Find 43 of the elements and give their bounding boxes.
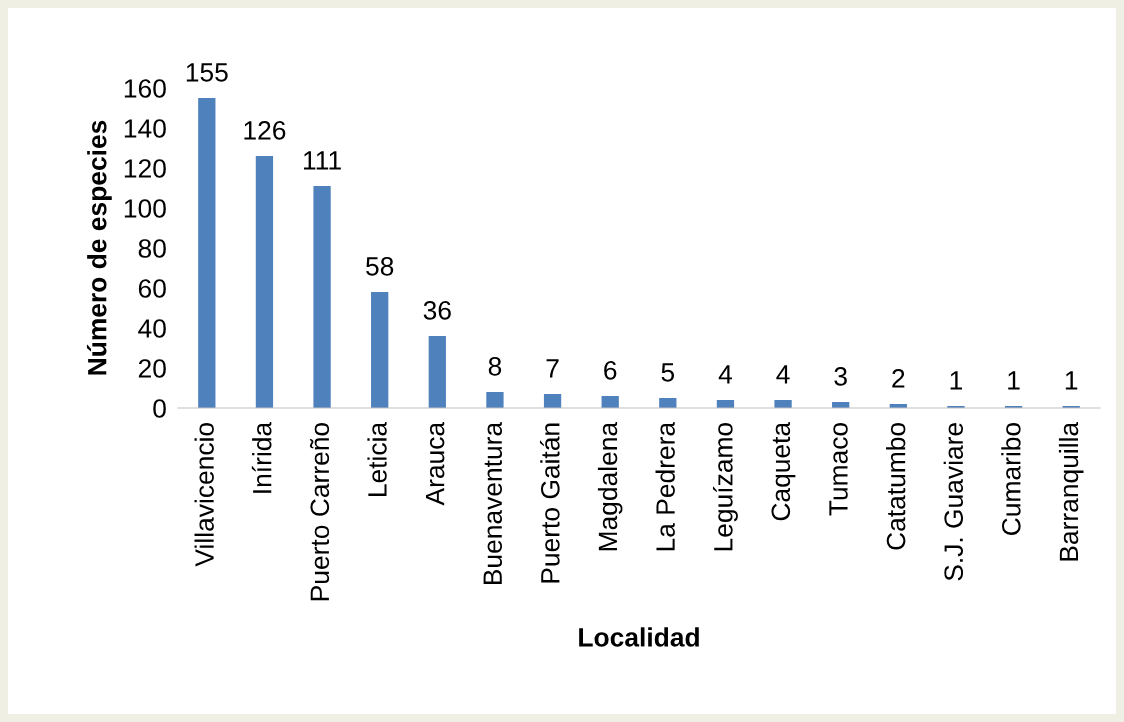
data-label: 111 bbox=[304, 151, 341, 170]
y-tick-label: 40 bbox=[138, 319, 166, 338]
x-tick-label: Catatumbo bbox=[886, 422, 906, 550]
data-label: 6 bbox=[604, 360, 617, 380]
x-tick-label: La Pedrera bbox=[655, 421, 675, 551]
y-tick-label: 80 bbox=[138, 239, 166, 258]
x-tick-label: Caqueta bbox=[771, 421, 796, 521]
data-label: 1 bbox=[1008, 371, 1020, 390]
data-label: 126 bbox=[244, 120, 286, 140]
data-label: 7 bbox=[546, 359, 559, 378]
data-label: 4 bbox=[718, 365, 732, 384]
x-tick-label: Cumaribo bbox=[1001, 422, 1021, 535]
x-tick-label: Magdalena bbox=[597, 421, 623, 551]
x-tick-label: Tumaco bbox=[829, 422, 848, 516]
data-label: 155 bbox=[186, 63, 228, 82]
y-tick-label: 120 bbox=[124, 159, 166, 178]
data-label: 8 bbox=[488, 356, 502, 376]
x-tick-label: Buenaventura bbox=[483, 421, 503, 585]
data-label: 4 bbox=[776, 365, 790, 384]
x-tick-label: Inírida bbox=[251, 421, 272, 493]
y-tick-label: 100 bbox=[124, 199, 166, 218]
x-tick-label: S.J. Guaviare bbox=[943, 423, 964, 581]
x-tick-label: Leticia bbox=[367, 421, 387, 496]
y-tick-label: 0 bbox=[153, 399, 166, 418]
x-tick-label: Villavicencio bbox=[194, 422, 214, 567]
x-axis-title: Localidad bbox=[579, 627, 699, 647]
data-label: 36 bbox=[423, 300, 451, 320]
x-tick-label: Arauca bbox=[425, 421, 445, 506]
data-label: 1 bbox=[950, 371, 962, 390]
x-tick-label: Barranquilla bbox=[1058, 421, 1084, 561]
y-tick-label: 140 bbox=[124, 119, 166, 138]
x-tick-label: Puerto Gaitán bbox=[539, 423, 560, 583]
data-label: 2 bbox=[892, 368, 905, 388]
y-tick-label: 20 bbox=[138, 359, 166, 378]
y-axis-title: Número de especies bbox=[86, 120, 112, 375]
data-label: 5 bbox=[661, 363, 675, 382]
data-label: 3 bbox=[834, 366, 847, 386]
x-tick-label: Puerto Carreño bbox=[309, 422, 330, 601]
y-tick-label: 160 bbox=[124, 79, 166, 98]
data-label: 1 bbox=[1065, 371, 1078, 390]
y-tick-label: 60 bbox=[138, 279, 166, 298]
x-tick-label: Leguízamo bbox=[712, 422, 738, 551]
data-label: 58 bbox=[366, 256, 394, 276]
